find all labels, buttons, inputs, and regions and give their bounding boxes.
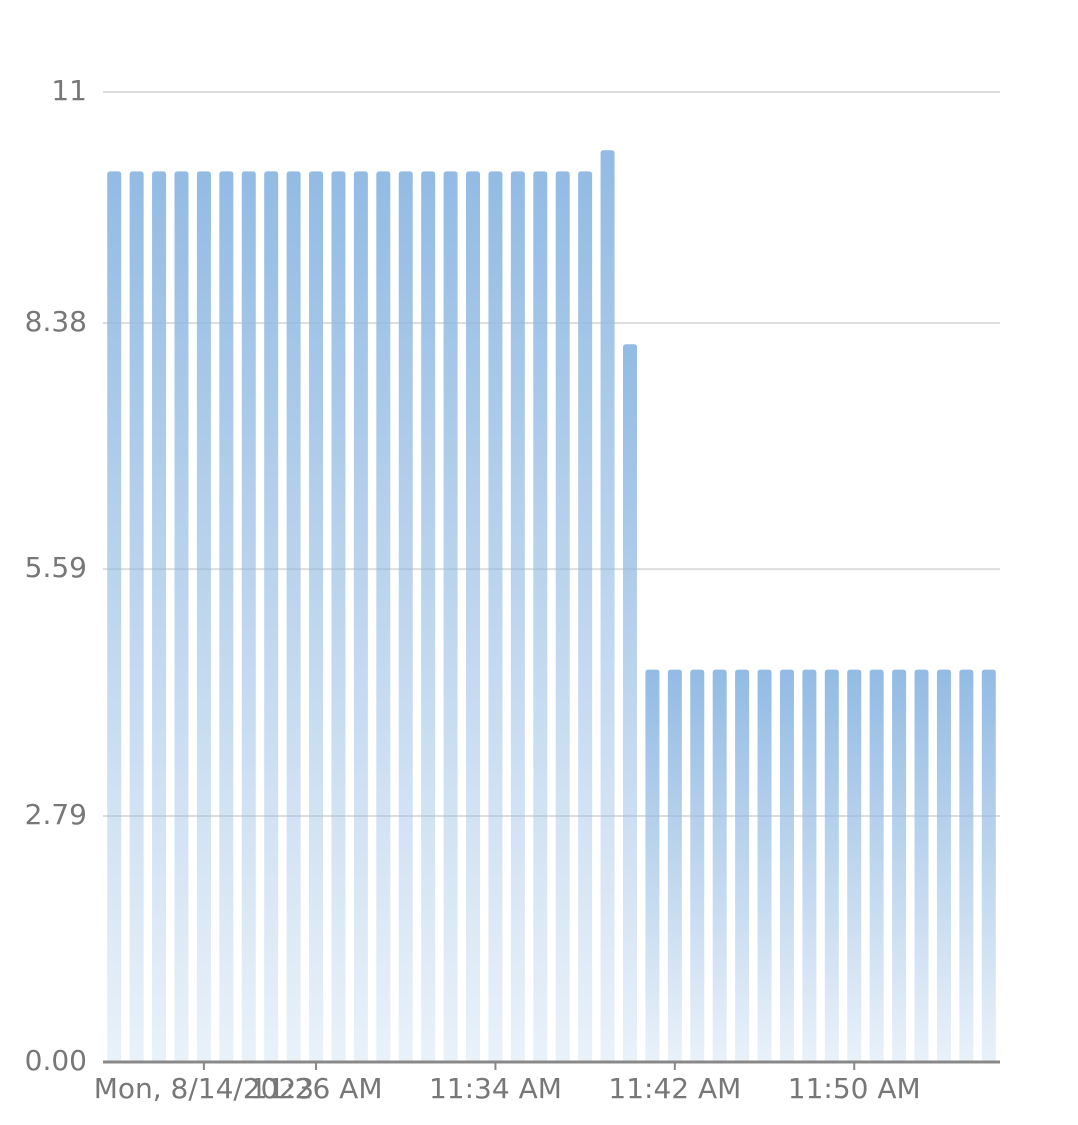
bar [667,669,682,1062]
bar [152,171,167,1062]
bar [174,171,189,1062]
bar [936,669,951,1062]
x-tick-label: 11:26 AM [250,1072,383,1105]
bar [331,171,346,1062]
bar [645,669,660,1062]
bar [622,344,637,1062]
bar [959,669,974,1062]
bar [466,171,481,1062]
bar [196,171,211,1062]
bar [510,171,525,1062]
bar [555,171,570,1062]
bar [398,171,413,1062]
bar [847,669,862,1062]
bar [712,669,727,1062]
x-tick-label: 11:42 AM [608,1072,741,1105]
bar [309,171,324,1062]
bar [914,669,929,1062]
y-tick-label: 0.00 [25,1044,87,1077]
x-tick-label: 11:50 AM [788,1072,921,1105]
bar [107,171,122,1062]
bar [892,669,907,1062]
bar [421,171,436,1062]
bar [600,150,615,1062]
y-tick-label: 8.38 [25,305,87,338]
bar [735,669,750,1062]
bar [241,171,256,1062]
bar [264,171,279,1062]
bar [129,171,144,1062]
bar [578,171,593,1062]
bar [443,171,458,1062]
bar [802,669,817,1062]
bar [353,171,368,1062]
bar [824,669,839,1062]
y-tick-label: 11 [51,74,87,107]
bar [757,669,772,1062]
x-tick-label: Mon, 8/14/2023 [94,1072,314,1105]
bar [376,171,391,1062]
bar [533,171,548,1062]
bar [981,669,996,1062]
bar [219,171,234,1062]
bar [286,171,301,1062]
bar [869,669,884,1062]
bar [690,669,705,1062]
y-tick-label: 2.79 [25,798,87,831]
x-tick-label: 11:34 AM [429,1072,562,1105]
bar [488,171,503,1062]
bar [779,669,794,1062]
y-tick-label: 5.59 [25,551,87,584]
